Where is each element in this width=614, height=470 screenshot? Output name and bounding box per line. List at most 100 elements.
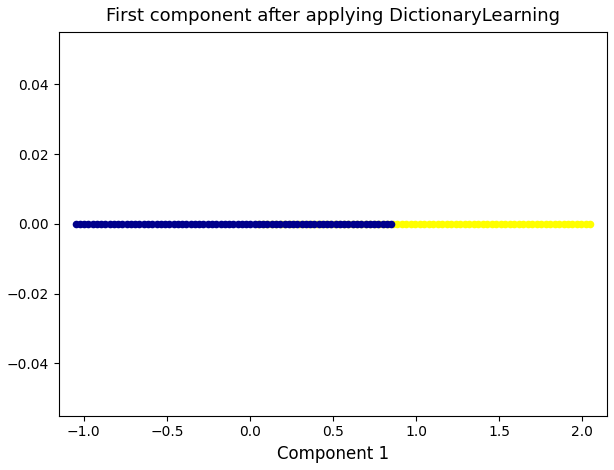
Point: [321, 220, 330, 227]
Point: [75, 220, 85, 227]
Point: [545, 220, 555, 227]
Point: [271, 220, 281, 227]
Point: [147, 220, 157, 227]
Point: [523, 220, 532, 227]
Point: [500, 220, 510, 227]
Point: [327, 220, 336, 227]
Point: [280, 220, 290, 227]
Point: [198, 220, 208, 227]
Point: [365, 220, 375, 227]
Point: [241, 220, 251, 227]
Point: [182, 220, 192, 227]
Point: [211, 220, 221, 227]
Point: [340, 220, 349, 227]
Point: [312, 220, 322, 227]
Point: [79, 220, 89, 227]
Point: [288, 220, 298, 227]
Point: [139, 220, 149, 227]
Point: [559, 220, 569, 227]
Point: [369, 220, 379, 227]
Point: [378, 220, 387, 227]
Point: [532, 220, 542, 227]
Point: [117, 220, 127, 227]
Point: [237, 220, 247, 227]
Point: [156, 220, 166, 227]
Point: [541, 220, 551, 227]
Point: [344, 220, 354, 227]
Point: [224, 220, 234, 227]
Point: [505, 220, 515, 227]
Point: [194, 220, 204, 227]
Point: [289, 220, 299, 227]
Point: [275, 220, 285, 227]
Point: [284, 220, 293, 227]
Point: [246, 220, 255, 227]
Point: [356, 220, 366, 227]
Point: [437, 220, 447, 227]
Point: [207, 220, 217, 227]
Point: [267, 220, 277, 227]
Point: [487, 220, 497, 227]
Point: [563, 220, 573, 227]
Point: [361, 220, 371, 227]
Point: [429, 220, 438, 227]
Point: [130, 220, 140, 227]
Point: [348, 220, 357, 227]
Point: [293, 220, 303, 227]
Point: [536, 220, 546, 227]
Point: [384, 220, 394, 227]
Point: [469, 220, 479, 227]
Point: [96, 220, 106, 227]
Point: [325, 220, 335, 227]
Point: [554, 220, 564, 227]
Point: [464, 220, 474, 227]
Point: [419, 220, 429, 227]
Point: [177, 220, 187, 227]
Point: [330, 220, 340, 227]
Point: [316, 220, 326, 227]
Point: [220, 220, 230, 227]
Point: [173, 220, 183, 227]
Point: [105, 220, 115, 227]
Point: [460, 220, 470, 227]
Point: [101, 220, 111, 227]
Title: First component after applying DictionaryLearning: First component after applying Dictionar…: [106, 7, 560, 25]
Point: [186, 220, 196, 227]
Point: [279, 220, 289, 227]
Point: [314, 220, 324, 227]
Point: [109, 220, 119, 227]
Point: [298, 220, 308, 227]
Point: [451, 220, 460, 227]
Point: [586, 220, 596, 227]
Point: [478, 220, 488, 227]
Point: [254, 220, 263, 227]
Point: [370, 220, 380, 227]
Point: [402, 220, 411, 227]
Point: [514, 220, 524, 227]
Point: [392, 220, 402, 227]
Point: [263, 220, 273, 227]
Point: [309, 220, 319, 227]
Point: [301, 220, 311, 227]
Point: [190, 220, 200, 227]
Point: [233, 220, 243, 227]
Point: [322, 220, 332, 227]
Point: [397, 220, 407, 227]
Point: [509, 220, 519, 227]
Point: [375, 220, 384, 227]
Point: [550, 220, 559, 227]
Point: [360, 220, 370, 227]
Point: [577, 220, 586, 227]
Point: [126, 220, 136, 227]
Point: [305, 220, 315, 227]
Point: [495, 220, 505, 227]
Point: [365, 220, 375, 227]
Point: [473, 220, 483, 227]
Point: [318, 220, 328, 227]
Point: [92, 220, 102, 227]
Point: [71, 220, 80, 227]
Point: [410, 220, 420, 227]
Point: [228, 220, 238, 227]
Point: [152, 220, 161, 227]
Point: [203, 220, 212, 227]
